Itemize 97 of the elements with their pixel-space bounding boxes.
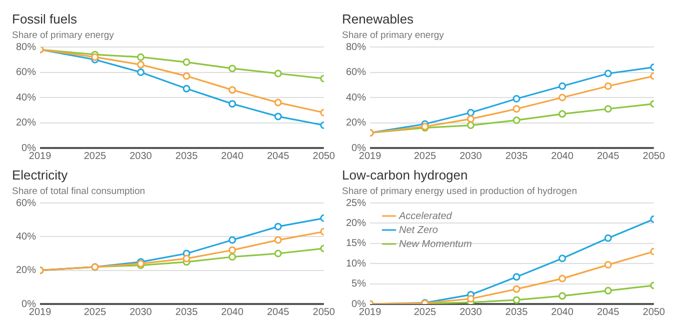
point xyxy=(558,254,566,262)
x-tick-label: 2030 xyxy=(460,150,482,162)
point xyxy=(182,254,190,262)
x-tick-label: 2035 xyxy=(505,150,528,162)
point xyxy=(512,273,520,281)
point xyxy=(512,116,520,124)
y-tick-label: 60% xyxy=(16,198,36,209)
point xyxy=(604,286,612,294)
x-tick-label: 2040 xyxy=(551,150,574,162)
y-tick-label: 5% xyxy=(352,278,366,290)
chart-title: Electricity xyxy=(12,167,68,182)
x-tick-label: 2050 xyxy=(642,306,666,318)
y-tick-label: 25% xyxy=(346,198,366,209)
chart-subtitle: Share of total final consumption xyxy=(12,186,146,197)
point xyxy=(274,236,282,244)
point xyxy=(274,112,282,120)
point xyxy=(274,222,282,230)
x-tick-label: 2050 xyxy=(642,150,666,162)
chart-title: Renewables xyxy=(342,11,414,26)
x-tick-label: 2019 xyxy=(358,306,382,318)
x-tick-label: 2035 xyxy=(175,150,198,162)
x-tick-label: 2040 xyxy=(551,306,574,318)
x-tick-label: 2040 xyxy=(221,306,244,318)
legend-label: Accelerated xyxy=(398,210,452,222)
point xyxy=(604,234,612,242)
chart-title: Low-carbon hydrogen xyxy=(342,167,468,182)
y-tick-label: 40% xyxy=(16,231,36,242)
legend-label: Net Zero xyxy=(399,224,438,236)
point xyxy=(228,246,236,254)
chart-subtitle: Share of primary energy xyxy=(342,30,444,41)
x-tick-label: 2030 xyxy=(460,306,482,318)
point xyxy=(558,292,566,300)
point xyxy=(136,68,144,76)
point xyxy=(228,64,236,72)
point xyxy=(604,261,612,269)
x-tick-label: 2025 xyxy=(84,306,107,318)
point xyxy=(228,253,236,261)
x-tick-label: 2035 xyxy=(175,306,198,318)
x-tick-label: 2045 xyxy=(266,306,290,318)
point xyxy=(466,122,474,130)
point xyxy=(512,296,520,304)
point xyxy=(228,86,236,94)
x-tick-label: 2050 xyxy=(312,150,336,162)
x-tick-label: 2045 xyxy=(596,150,620,162)
x-tick-label: 2040 xyxy=(221,150,244,162)
y-tick-label: 20% xyxy=(16,118,36,128)
x-tick-label: 2030 xyxy=(130,150,152,162)
x-tick-label: 2019 xyxy=(28,306,52,318)
point xyxy=(466,295,474,302)
x-tick-label: 2045 xyxy=(266,150,290,162)
point xyxy=(604,82,612,90)
point xyxy=(512,285,520,293)
x-tick-label: 2019 xyxy=(358,150,382,162)
point xyxy=(182,72,190,80)
y-tick-label: 20% xyxy=(346,118,366,128)
legend-label: New Momentum xyxy=(399,238,472,250)
y-tick-label: 15% xyxy=(346,238,366,250)
chart-subtitle: Share of primary energy xyxy=(12,30,114,41)
y-tick-label: 60% xyxy=(16,67,36,78)
y-tick-label: 40% xyxy=(346,92,366,104)
point xyxy=(558,94,566,102)
y-tick-label: 80% xyxy=(346,42,366,53)
x-tick-label: 2025 xyxy=(414,150,437,162)
point xyxy=(604,70,612,78)
point xyxy=(274,250,282,258)
point xyxy=(136,60,144,68)
y-tick-label: 20% xyxy=(346,218,366,229)
chart-subtitle: Share of primary energy used in production of hydrogen xyxy=(342,186,577,197)
y-tick-label: 10% xyxy=(346,258,366,270)
point xyxy=(604,105,612,113)
point xyxy=(228,100,236,108)
point xyxy=(136,53,144,61)
point xyxy=(512,105,520,113)
y-tick-label: 20% xyxy=(16,265,36,276)
point xyxy=(274,98,282,106)
point xyxy=(558,110,566,118)
chart-title: Fossil fuels xyxy=(12,11,78,26)
point xyxy=(182,58,190,66)
point xyxy=(228,236,236,244)
x-tick-label: 2030 xyxy=(130,306,152,318)
x-tick-label: 2019 xyxy=(28,150,52,162)
y-tick-label: 60% xyxy=(346,67,366,78)
y-tick-label: 80% xyxy=(16,42,36,53)
x-tick-label: 2025 xyxy=(84,150,107,162)
x-tick-label: 2045 xyxy=(596,306,620,318)
point xyxy=(91,53,99,61)
x-tick-label: 2050 xyxy=(312,306,336,318)
point xyxy=(466,115,474,123)
point xyxy=(512,95,520,103)
x-tick-label: 2025 xyxy=(414,306,437,318)
x-tick-label: 2035 xyxy=(505,306,528,318)
point xyxy=(274,70,282,78)
point xyxy=(182,84,190,92)
y-tick-label: 40% xyxy=(16,92,36,104)
point xyxy=(558,82,566,90)
point xyxy=(558,274,566,282)
point xyxy=(466,108,474,116)
